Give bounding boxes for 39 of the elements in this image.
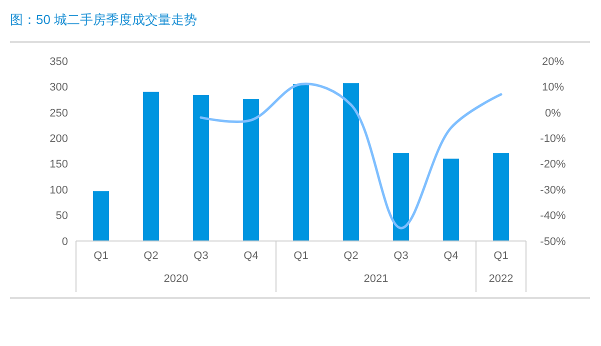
x-tick-label: Q3 xyxy=(394,250,408,262)
x-tick-label: Q1 xyxy=(494,250,508,262)
bar xyxy=(293,84,309,241)
x-tick-label: Q4 xyxy=(244,250,258,262)
y-tick-label: 0 xyxy=(62,236,68,248)
y2-tick-label: -30% xyxy=(540,184,566,196)
y2-tick-label: 20% xyxy=(542,56,564,68)
y-tick-label: 350 xyxy=(50,56,68,68)
text: 2020 xyxy=(164,273,188,285)
y2-tick-label: -20% xyxy=(540,158,566,171)
bar xyxy=(243,99,259,241)
y-tick-label: 50 xyxy=(56,210,68,222)
y-tick-label: 100 xyxy=(50,184,68,196)
y2-tick-label: -10% xyxy=(540,132,566,145)
text: 2022 xyxy=(488,273,514,285)
x-tick-label: Q1 xyxy=(94,250,108,262)
bar xyxy=(343,83,359,241)
line-series xyxy=(200,82,502,230)
bar xyxy=(443,158,459,241)
y2-tick-label: -40% xyxy=(540,210,566,222)
x-tick-label: Q4 xyxy=(444,250,458,262)
bar xyxy=(193,94,209,241)
bar xyxy=(93,191,109,241)
y-tick-label: 300 xyxy=(50,82,68,94)
bar xyxy=(143,92,159,241)
y-tick-label: 200 xyxy=(50,132,68,145)
y-tick-label: 250 xyxy=(50,107,68,120)
y-tick-label: 150 xyxy=(50,158,68,171)
x-tick-label: Q2 xyxy=(344,250,358,262)
x-tick-label: Q1 xyxy=(294,250,308,262)
y2-tick-label: 10% xyxy=(542,82,564,94)
bar xyxy=(393,153,409,241)
x-tick-label: Q3 xyxy=(194,250,208,262)
x-tick-label: Q2 xyxy=(144,250,158,262)
text: 2021 xyxy=(364,273,388,285)
chart-title: 图：50 城二手房季度成交量走势 xyxy=(10,12,198,27)
y2-tick-label: -50% xyxy=(540,236,566,248)
bar xyxy=(493,153,509,241)
y2-tick-label: 0% xyxy=(545,107,562,120)
